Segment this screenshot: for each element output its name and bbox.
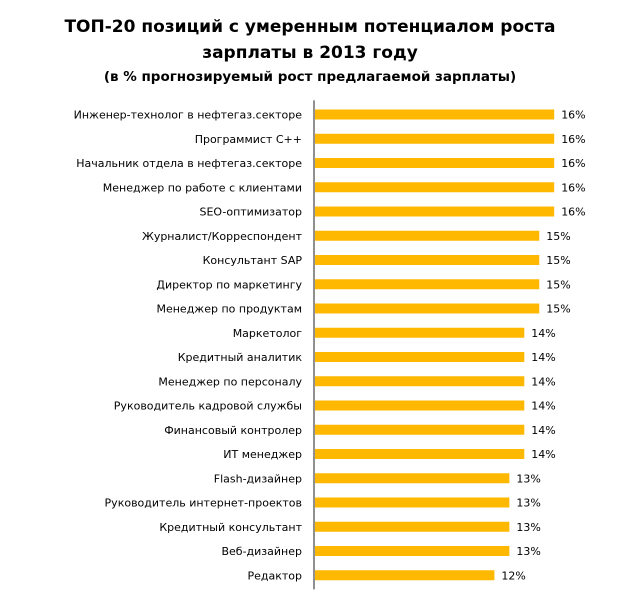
bar	[315, 206, 555, 217]
category-label: Программист С++	[195, 133, 302, 146]
data-label: 16%	[561, 133, 585, 146]
data-label: 13%	[516, 472, 540, 485]
category-label: SEO-оптимизатор	[199, 206, 302, 219]
category-label: Финансовый контролер	[164, 424, 302, 437]
bar	[315, 570, 495, 581]
chart-title-line-2: зарплаты в 2013 году	[202, 43, 418, 63]
category-label: Кредитный аналитик	[178, 351, 303, 364]
bar	[315, 230, 540, 241]
bar	[315, 133, 555, 144]
category-label: Начальник отдела в нефтегаз.секторе	[76, 157, 302, 170]
category-label: Журналист/Корреспондент	[142, 230, 303, 243]
category-label: Маркетолог	[233, 327, 303, 340]
data-label: 14%	[531, 351, 555, 364]
data-label: 14%	[531, 375, 555, 388]
category-label: Менеджер по продуктам	[156, 303, 302, 316]
data-label: 13%	[516, 545, 540, 558]
bar	[315, 279, 540, 290]
data-label: 13%	[516, 497, 540, 510]
category-label: Редактор	[247, 569, 302, 582]
bar	[315, 158, 555, 168]
bar	[315, 303, 540, 314]
category-label: Менеджер по персоналу	[158, 375, 302, 388]
chart-title-block: ТОП-20 позиций с умеренным потенциалом р…	[0, 14, 620, 88]
bar	[315, 521, 510, 532]
data-label: 15%	[546, 230, 570, 243]
bar	[315, 109, 555, 120]
category-label: Веб-дизайнер	[221, 545, 302, 558]
data-label: 16%	[561, 157, 585, 170]
bar	[315, 327, 525, 338]
bar	[315, 497, 510, 508]
category-label: ИТ менеджер	[223, 448, 302, 461]
data-label: 15%	[546, 303, 570, 316]
data-label: 16%	[561, 109, 585, 122]
data-label: 16%	[561, 206, 585, 219]
data-label: 13%	[516, 521, 540, 534]
data-label: 14%	[531, 448, 555, 461]
category-label: Flash-дизайнер	[214, 472, 302, 485]
data-label: 14%	[531, 327, 555, 340]
data-label: 12%	[501, 569, 525, 582]
chart-subtitle: (в % прогнозируемый рост предлагаемой за…	[103, 69, 517, 85]
bar	[315, 255, 540, 265]
bar	[315, 182, 555, 193]
category-label: Директор по маркетингу	[156, 278, 302, 291]
bar	[315, 546, 510, 556]
category-label: Инженер-технолог в нефтегаз.секторе	[74, 109, 303, 122]
category-label: Кредитный консультант	[159, 521, 302, 534]
bar	[315, 424, 525, 435]
data-label: 14%	[531, 400, 555, 413]
bar	[315, 376, 525, 387]
category-label: Консультант SAP	[203, 254, 303, 267]
bar	[315, 400, 525, 411]
category-label: Руководитель кадровой службы	[114, 400, 302, 413]
chart-title-line-1: ТОП-20 позиций с умеренным потенциалом р…	[64, 17, 556, 37]
category-label: Руководитель интернет-проектов	[105, 497, 302, 510]
bar	[315, 473, 510, 484]
category-label: Менеджер по работе с клиентами	[103, 181, 302, 194]
bar	[315, 352, 525, 362]
data-label: 15%	[546, 254, 570, 267]
data-label: 14%	[531, 424, 555, 437]
data-label: 15%	[546, 278, 570, 291]
bar	[315, 449, 525, 459]
data-label: 16%	[561, 181, 585, 194]
